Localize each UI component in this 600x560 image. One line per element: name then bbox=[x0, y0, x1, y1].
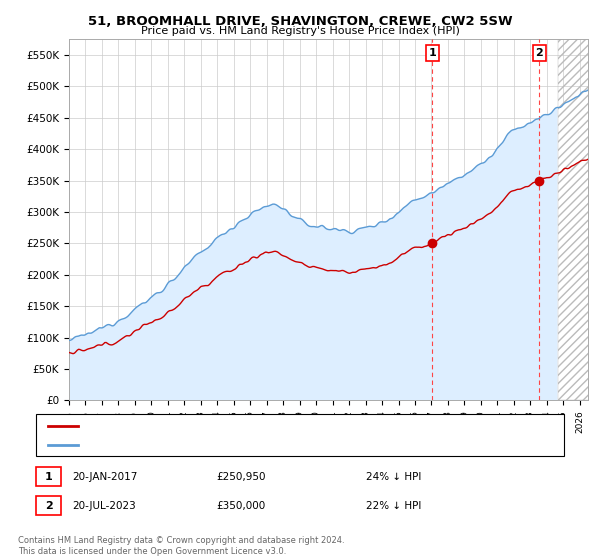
Text: Contains HM Land Registry data © Crown copyright and database right 2024.
This d: Contains HM Land Registry data © Crown c… bbox=[18, 536, 344, 556]
Text: 20-JAN-2017: 20-JAN-2017 bbox=[72, 472, 137, 482]
Text: 2: 2 bbox=[45, 501, 52, 511]
Text: 20-JUL-2023: 20-JUL-2023 bbox=[72, 501, 136, 511]
Text: 24% ↓ HPI: 24% ↓ HPI bbox=[366, 472, 421, 482]
Text: 1: 1 bbox=[428, 48, 436, 58]
Text: 1: 1 bbox=[45, 472, 52, 482]
Text: 51, BROOMHALL DRIVE, SHAVINGTON, CREWE, CW2 5SW: 51, BROOMHALL DRIVE, SHAVINGTON, CREWE, … bbox=[88, 15, 512, 28]
Text: 22% ↓ HPI: 22% ↓ HPI bbox=[366, 501, 421, 511]
Text: £350,000: £350,000 bbox=[216, 501, 265, 511]
Text: Price paid vs. HM Land Registry's House Price Index (HPI): Price paid vs. HM Land Registry's House … bbox=[140, 26, 460, 36]
Text: HPI: Average price, detached house, Cheshire East: HPI: Average price, detached house, Ches… bbox=[84, 440, 332, 450]
Text: 2: 2 bbox=[535, 48, 543, 58]
Text: £250,950: £250,950 bbox=[216, 472, 265, 482]
Text: 51, BROOMHALL DRIVE, SHAVINGTON, CREWE, CW2 5SW (detached house): 51, BROOMHALL DRIVE, SHAVINGTON, CREWE, … bbox=[84, 421, 454, 431]
